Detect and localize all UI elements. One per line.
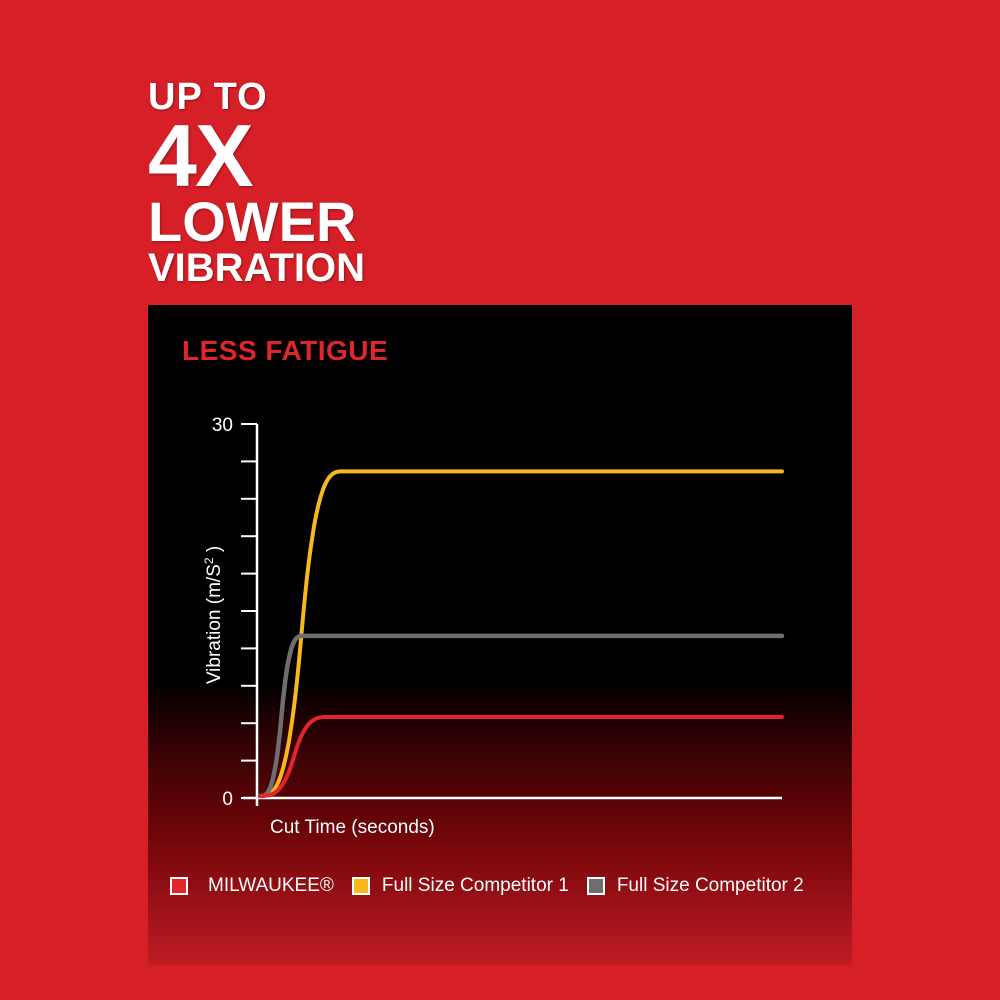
legend-label: MILWAUKEE® bbox=[208, 875, 334, 896]
headline-line-1: UP TO bbox=[148, 76, 268, 118]
legend-label: Full Size Competitor 1 bbox=[381, 875, 569, 896]
legend-item-competitor-1: Full Size Competitor 1 bbox=[351, 875, 569, 897]
series-line-0 bbox=[258, 715, 784, 798]
legend-swatch-competitor-2 bbox=[586, 877, 605, 895]
headline: UP TO 4X LOWER VIBRATION bbox=[148, 78, 365, 288]
legend-item-competitor-2: Full Size Competitor 2 bbox=[586, 875, 804, 897]
legend-item-milwaukee: MILWAUKEE® bbox=[170, 875, 334, 897]
legend: MILWAUKEE® Full Size Competitor 1 Full S… bbox=[170, 875, 822, 897]
legend-swatch-competitor-1 bbox=[351, 877, 370, 895]
headline-line-2: 4X bbox=[148, 106, 254, 205]
legend-swatch-milwaukee bbox=[170, 877, 188, 895]
series-line-1 bbox=[258, 469, 784, 798]
line-chart: 0 30 Vibration (m/S2 ) Cut Time (seconds) bbox=[202, 415, 785, 838]
headline-line-3: LOWER bbox=[148, 190, 357, 253]
y-tick-label: 30 bbox=[212, 415, 233, 436]
series-line-2 bbox=[257, 633, 785, 799]
chart-panel: LESS FATIGUE 0 30 Vibration (m/S2 ) Cut T… bbox=[148, 305, 852, 965]
y-axis-label: Vibration (m/S2 ) bbox=[202, 546, 225, 684]
legend-label: Full Size Competitor 2 bbox=[616, 875, 804, 896]
y-tick-label: 0 bbox=[222, 789, 233, 810]
headline-line-4: VIBRATION bbox=[148, 246, 366, 290]
chart-title: LESS FATIGUE bbox=[182, 335, 389, 366]
x-axis-label: Cut Time (seconds) bbox=[270, 817, 435, 838]
